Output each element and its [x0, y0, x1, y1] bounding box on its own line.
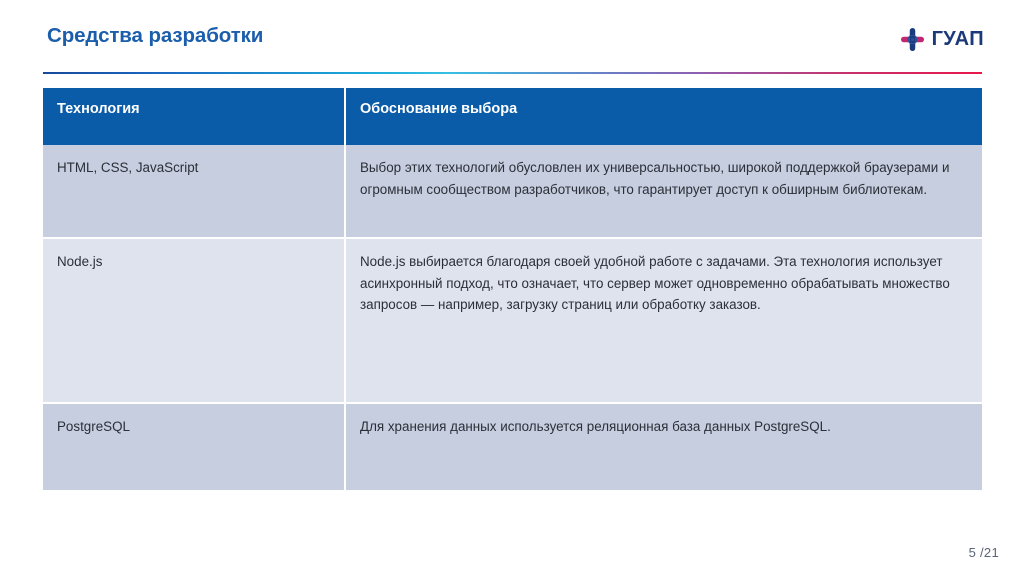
header-divider	[43, 72, 982, 74]
brand-logo: ГУАП	[900, 24, 984, 54]
technology-table: Технология Обоснование выбора HTML, CSS,…	[43, 88, 982, 490]
cell-technology: Node.js	[43, 238, 346, 404]
table-row: PostgreSQL Для хранения данных используе…	[43, 403, 982, 490]
cell-justification: Node.js выбирается благодаря своей удобн…	[345, 238, 982, 404]
table-header: Технология Обоснование выбора	[43, 88, 982, 145]
cell-technology: HTML, CSS, JavaScript	[43, 145, 346, 239]
brand-name: ГУАП	[931, 28, 984, 50]
table-header-row: Технология Обоснование выбора	[43, 88, 982, 145]
column-header-technology: Технология	[43, 88, 346, 145]
column-header-justification: Обоснование выбора	[345, 88, 982, 145]
table-row: HTML, CSS, JavaScript Выбор этих техноло…	[43, 145, 982, 239]
table-row: Node.js Node.js выбирается благодаря сво…	[43, 238, 982, 404]
cell-justification: Для хранения данных используется реляцио…	[345, 403, 982, 490]
page-number: 5 /21	[968, 545, 999, 560]
page-title: Средства разработки	[47, 24, 264, 47]
cell-technology: PostgreSQL	[43, 403, 346, 490]
table-body: HTML, CSS, JavaScript Выбор этих техноло…	[43, 145, 982, 490]
cell-justification: Выбор этих технологий обусловлен их унив…	[345, 145, 982, 239]
plus-cross-icon	[900, 27, 924, 51]
